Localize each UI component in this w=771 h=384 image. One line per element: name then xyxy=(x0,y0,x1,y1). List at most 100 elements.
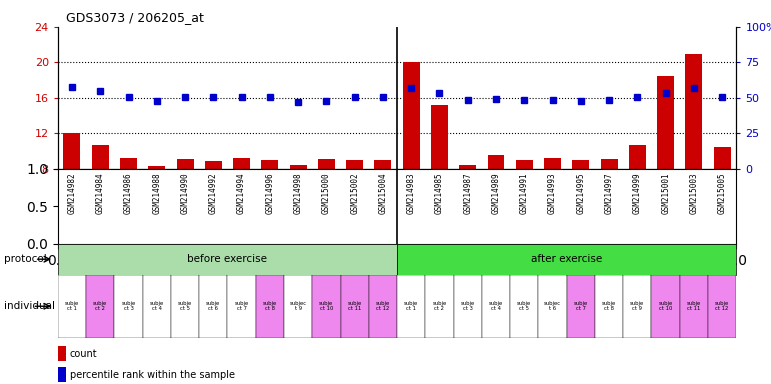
Text: GSM215003: GSM215003 xyxy=(689,173,699,214)
Text: percentile rank within the sample: percentile rank within the sample xyxy=(69,370,234,380)
Bar xyxy=(708,275,736,338)
Bar xyxy=(256,275,284,338)
Text: GSM214984: GSM214984 xyxy=(96,173,105,214)
Text: subje
ct 7: subje ct 7 xyxy=(574,301,588,311)
Text: GDS3073 / 206205_at: GDS3073 / 206205_at xyxy=(66,12,204,25)
Text: subje
ct 8: subje ct 8 xyxy=(602,301,616,311)
Text: protocol: protocol xyxy=(4,254,46,264)
Text: subje
ct 10: subje ct 10 xyxy=(319,301,334,311)
Text: subje
ct 4: subje ct 4 xyxy=(150,301,164,311)
Text: GSM214998: GSM214998 xyxy=(294,173,303,214)
Text: count: count xyxy=(69,349,97,359)
Bar xyxy=(346,160,363,169)
Text: GSM214997: GSM214997 xyxy=(604,173,614,214)
Text: before exercise: before exercise xyxy=(187,254,268,264)
Bar xyxy=(58,275,86,338)
Bar xyxy=(341,275,369,338)
Bar xyxy=(86,275,114,338)
Text: GSM215001: GSM215001 xyxy=(661,173,670,214)
Bar xyxy=(431,105,448,169)
Text: GSM214996: GSM214996 xyxy=(265,173,274,214)
Bar xyxy=(261,160,278,169)
Bar xyxy=(199,275,227,338)
Text: GSM214994: GSM214994 xyxy=(237,173,246,214)
Bar xyxy=(284,275,312,338)
Bar xyxy=(482,275,510,338)
Bar xyxy=(516,160,533,169)
Text: GSM214985: GSM214985 xyxy=(435,173,444,214)
Text: GSM214988: GSM214988 xyxy=(152,173,161,214)
Bar xyxy=(369,275,397,338)
Text: subje
ct 5: subje ct 5 xyxy=(178,301,192,311)
Bar xyxy=(227,275,256,338)
Text: subje
ct 12: subje ct 12 xyxy=(715,301,729,311)
Bar xyxy=(601,159,618,169)
Text: GSM215004: GSM215004 xyxy=(379,173,388,214)
Bar xyxy=(312,275,341,338)
Bar xyxy=(629,145,646,169)
Text: individual: individual xyxy=(4,301,55,311)
Bar xyxy=(58,367,66,382)
Bar xyxy=(290,166,307,169)
Bar xyxy=(143,275,171,338)
Bar xyxy=(58,244,397,275)
Text: subje
ct 2: subje ct 2 xyxy=(93,301,107,311)
Bar xyxy=(544,158,561,169)
Text: subje
ct 12: subje ct 12 xyxy=(375,301,390,311)
Bar xyxy=(657,76,674,169)
Text: subje
ct 8: subje ct 8 xyxy=(263,301,277,311)
Bar xyxy=(714,147,731,169)
Text: subje
ct 5: subje ct 5 xyxy=(517,301,531,311)
Bar xyxy=(58,346,66,361)
Text: subje
ct 1: subje ct 1 xyxy=(65,301,79,311)
Bar xyxy=(510,275,538,338)
Text: GSM214982: GSM214982 xyxy=(67,173,76,214)
Bar xyxy=(233,158,250,169)
Text: subje
ct 9: subje ct 9 xyxy=(630,301,645,311)
Bar xyxy=(148,166,165,169)
Bar xyxy=(572,160,589,169)
Text: GSM214990: GSM214990 xyxy=(180,173,190,214)
Text: GSM214999: GSM214999 xyxy=(633,173,642,214)
Text: GSM214987: GSM214987 xyxy=(463,173,473,214)
Text: GSM215005: GSM215005 xyxy=(718,173,727,214)
Bar xyxy=(567,275,595,338)
Bar xyxy=(120,158,137,169)
Text: subje
ct 2: subje ct 2 xyxy=(433,301,446,311)
Bar xyxy=(63,132,80,169)
Bar xyxy=(595,275,623,338)
Text: subje
ct 6: subje ct 6 xyxy=(206,301,221,311)
Bar xyxy=(426,275,453,338)
Text: GSM214993: GSM214993 xyxy=(548,173,557,214)
Text: GSM214995: GSM214995 xyxy=(576,173,585,214)
Text: subje
ct 3: subje ct 3 xyxy=(460,301,475,311)
Bar xyxy=(177,159,194,169)
Text: after exercise: after exercise xyxy=(531,254,602,264)
Text: GSM214991: GSM214991 xyxy=(520,173,529,214)
Text: subje
ct 1: subje ct 1 xyxy=(404,301,419,311)
Bar xyxy=(623,275,651,338)
Bar xyxy=(651,275,680,338)
Bar xyxy=(318,159,335,169)
Bar xyxy=(685,55,702,169)
Bar xyxy=(171,275,199,338)
Text: GSM215000: GSM215000 xyxy=(322,173,331,214)
Bar xyxy=(453,275,482,338)
Bar xyxy=(487,155,504,169)
Text: GSM215002: GSM215002 xyxy=(350,173,359,214)
Text: subje
ct 7: subje ct 7 xyxy=(234,301,249,311)
Bar xyxy=(460,166,476,169)
Bar xyxy=(205,161,222,169)
Text: GSM214992: GSM214992 xyxy=(209,173,218,214)
Text: GSM214983: GSM214983 xyxy=(406,173,416,214)
Text: subje
ct 4: subje ct 4 xyxy=(489,301,503,311)
Text: subje
ct 11: subje ct 11 xyxy=(348,301,362,311)
Bar xyxy=(397,244,736,275)
Bar xyxy=(538,275,567,338)
Text: subje
ct 3: subje ct 3 xyxy=(121,301,136,311)
Bar xyxy=(402,61,419,169)
Text: subje
ct 10: subje ct 10 xyxy=(658,301,673,311)
Bar xyxy=(397,275,426,338)
Bar xyxy=(114,275,143,338)
Text: subje
ct 11: subje ct 11 xyxy=(687,301,701,311)
